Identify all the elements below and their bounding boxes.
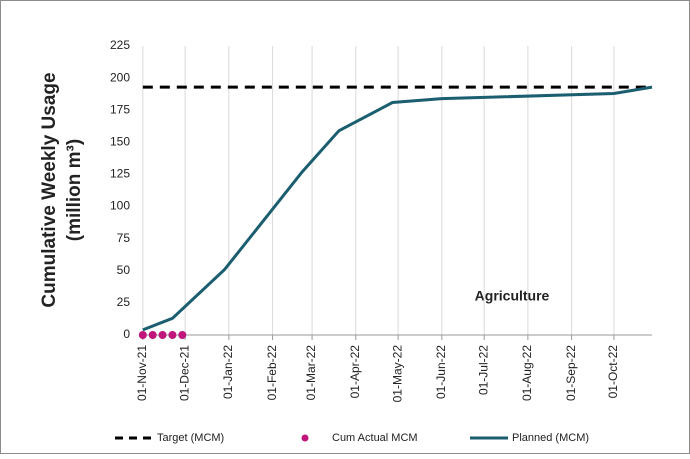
data-point	[168, 331, 177, 339]
y-tick-label: 125	[110, 167, 130, 181]
data-point	[138, 331, 147, 339]
legend-label: Target (MCM)	[157, 432, 224, 444]
x-tick-label: 01-Aug-22	[520, 345, 534, 401]
data-point	[158, 331, 167, 339]
legend-label: Cum Actual MCM	[332, 432, 418, 444]
x-tick-label: 01-Jun-22	[434, 345, 448, 399]
x-tick-label: 01-Sep-22	[564, 345, 578, 401]
x-tick-label: 01-Nov-21	[135, 345, 149, 401]
x-tick-label: 01-Mar-22	[304, 345, 318, 401]
y-tick-label: 50	[117, 263, 131, 277]
x-tick-label: 01-Feb-22	[265, 345, 279, 401]
y-axis-title: (million m³)	[64, 139, 85, 241]
y-tick-label: 100	[110, 199, 130, 213]
x-tick-label: 01-May-22	[390, 345, 404, 403]
data-point	[178, 331, 187, 339]
y-tick-label: 225	[110, 38, 130, 52]
y-tick-label: 0	[123, 327, 130, 341]
annotation-box	[425, 282, 600, 312]
y-axis-title: Cumulative Weekly Usage	[39, 72, 60, 307]
y-tick-label: 175	[110, 102, 130, 116]
x-tick-label: 01-Jul-22	[476, 345, 490, 395]
data-point	[148, 331, 157, 339]
series-line	[142, 85, 653, 332]
x-tick-label: 01-Apr-22	[348, 345, 362, 399]
x-tick-label: 01-Dec-21	[177, 345, 191, 401]
y-tick-label: 25	[117, 295, 131, 309]
x-tick-label: 01-Jan-22	[221, 345, 235, 399]
y-tick-label: 75	[117, 231, 131, 245]
y-tick-label: 200	[110, 70, 130, 84]
y-tick-label: 150	[110, 135, 130, 149]
x-tick-label: 01-Oct-22	[606, 345, 620, 399]
annotation: Agriculture	[475, 288, 550, 304]
legend-label: Planned (MCM)	[512, 432, 589, 444]
legend-symbol	[301, 434, 309, 442]
